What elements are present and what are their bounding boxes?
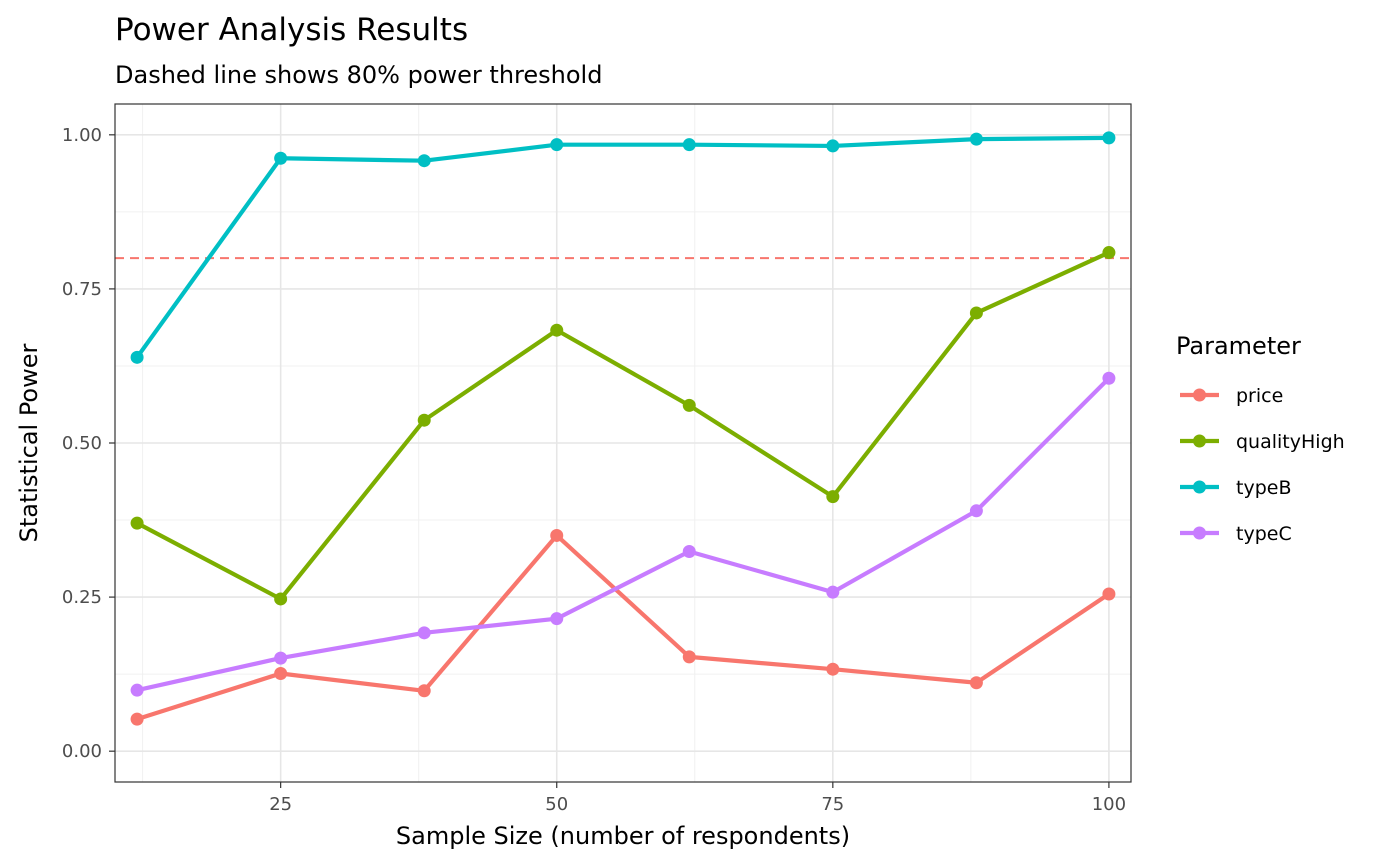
data-point-typeB xyxy=(682,138,696,152)
legend-key-point xyxy=(1193,480,1206,494)
data-point-typeC xyxy=(417,626,431,640)
legend-item-typeC: typeC xyxy=(1180,523,1292,545)
data-point-typeB xyxy=(969,132,983,146)
data-point-typeB xyxy=(274,151,288,165)
data-point-typeB xyxy=(826,139,840,153)
data-point-price xyxy=(1102,587,1116,601)
data-point-typeC xyxy=(130,683,144,697)
data-point-qualityHigh xyxy=(969,306,983,320)
data-point-typeB xyxy=(130,350,144,364)
data-point-typeC xyxy=(274,651,288,665)
legend-item-qualityHigh: qualityHigh xyxy=(1180,431,1345,453)
data-point-typeB xyxy=(550,138,564,152)
x-axis-title: Sample Size (number of respondents) xyxy=(396,822,850,850)
x-tick-label: 50 xyxy=(545,794,568,815)
series-line-typeC xyxy=(136,376,1111,693)
y-tick-label: 0.50 xyxy=(62,433,102,454)
chart-subtitle: Dashed line shows 80% power threshold xyxy=(115,61,602,89)
data-point-typeC xyxy=(682,544,696,558)
data-point-typeC xyxy=(969,504,983,518)
data-point-price xyxy=(130,712,144,726)
legend-label: typeB xyxy=(1236,477,1291,499)
data-point-typeB xyxy=(417,154,431,168)
data-point-qualityHigh xyxy=(417,413,431,427)
data-point-price xyxy=(550,528,564,542)
legend-label: price xyxy=(1236,385,1283,407)
legend-title: Parameter xyxy=(1176,332,1301,360)
series-qualityHigh xyxy=(130,246,1116,606)
y-tick-label: 0.25 xyxy=(62,587,102,608)
data-point-qualityHigh xyxy=(682,398,696,412)
series-line-typeB xyxy=(135,135,1109,359)
legend-key-point xyxy=(1193,434,1206,448)
legend-item-typeB: typeB xyxy=(1180,477,1291,499)
chart-title: Power Analysis Results xyxy=(115,12,468,48)
data-point-typeC xyxy=(826,585,840,599)
series-typeB xyxy=(130,131,1116,364)
data-point-price xyxy=(682,650,696,664)
data-point-qualityHigh xyxy=(550,323,564,337)
series-line-price xyxy=(136,533,1111,722)
data-point-price xyxy=(969,676,983,690)
data-point-typeC xyxy=(1102,371,1116,385)
y-tick-label: 1.00 xyxy=(62,125,102,146)
data-point-typeB xyxy=(1102,131,1116,145)
series-typeC xyxy=(130,371,1116,697)
legend-label: qualityHigh xyxy=(1236,431,1345,453)
legend-key-point xyxy=(1193,526,1206,540)
data-point-qualityHigh xyxy=(826,490,840,504)
x-tick-label: 75 xyxy=(821,794,844,815)
data-point-price xyxy=(826,662,840,676)
axes: 25 50 75 100 0.00 0.25 0.50 0.75 1.00 xyxy=(62,125,1126,815)
data-point-price xyxy=(417,684,431,698)
data-point-qualityHigh xyxy=(1102,246,1116,260)
data-point-typeC xyxy=(550,612,564,626)
y-tick-label: 0.75 xyxy=(62,279,102,300)
series-line-qualityHigh xyxy=(136,250,1110,602)
data-point-qualityHigh xyxy=(274,592,288,606)
series-layer xyxy=(130,131,1116,726)
y-tick-label: 0.00 xyxy=(62,741,102,762)
x-tick-label: 25 xyxy=(269,794,292,815)
x-tick-label: 100 xyxy=(1092,794,1126,815)
series-price xyxy=(130,528,1116,726)
legend-item-price: price xyxy=(1180,385,1283,407)
legend: Parameter price qualityHigh typeB typeC xyxy=(1176,332,1345,545)
legend-key-point xyxy=(1193,388,1206,402)
y-axis-title: Statistical Power xyxy=(15,343,43,542)
data-point-price xyxy=(274,667,288,681)
data-point-qualityHigh xyxy=(130,516,144,530)
legend-label: typeC xyxy=(1236,523,1292,545)
